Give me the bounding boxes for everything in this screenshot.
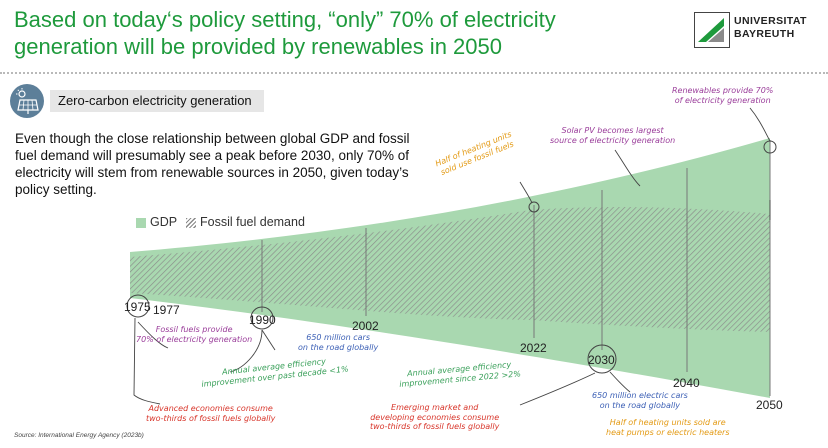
note-line: of electricity generation (674, 95, 771, 105)
note-line: 650 million cars (306, 333, 370, 342)
section-label-bar: Zero-carbon electricity generation (50, 90, 264, 112)
legend-gdp-label: GDP (150, 215, 178, 229)
note-emerging: Emerging market and developing economies… (370, 403, 499, 432)
logo-mark-icon (694, 12, 730, 48)
note-line: developing economies consume (370, 412, 500, 422)
note-line: on the road globally (599, 400, 681, 410)
note-fossil-70: Fossil fuels provide 70% of electricity … (136, 325, 252, 344)
legend-gdp-swatch (136, 218, 146, 228)
year-label-1990: 1990 (249, 313, 276, 327)
body-text: Even though the close relationship betwe… (15, 131, 410, 197)
page-title: Based on today‘s policy setting, “only” … (14, 7, 556, 59)
year-label-2030: 2030 (588, 353, 615, 367)
marker-1975 (126, 294, 150, 318)
year-label-2050: 2050 (756, 398, 783, 412)
fossil-band (130, 207, 770, 332)
note-line: 70% of electricity generation (136, 334, 253, 344)
note-ev-650m: 650 million electric cars on the road gl… (592, 391, 688, 410)
year-label-1975: 1975 (124, 300, 151, 314)
note-line: two-thirds of fossil fuels globally (146, 413, 276, 423)
marker-2030 (587, 344, 617, 374)
year-label-2002: 2002 (352, 319, 379, 333)
year-label-2022: 2022 (520, 341, 547, 355)
year-label-1977: 1977 (153, 303, 180, 317)
note-solar-pv: Solar PV becomes largest source of elect… (550, 126, 675, 145)
annotation-pointers (133, 107, 771, 406)
marker-2022-top (528, 201, 540, 213)
note-line: Half of heating units sold are (609, 418, 726, 427)
note-line: Advanced economies consume (148, 404, 273, 413)
note-line: Fossil fuels provide (155, 325, 233, 334)
logo-line-2: BAYREUTH (734, 28, 795, 40)
note-half-heating-hp: Half of heating units sold are heat pump… (606, 418, 730, 437)
note-line: Emerging market and (391, 403, 479, 412)
note-line: heat pumps or electric heaters (606, 427, 730, 437)
university-logo: UNIVERSITAT BAYREUTH (694, 12, 814, 48)
note-line: 650 million electric cars (592, 391, 688, 400)
note-renewables-70: Renewables provide 70% of electricity ge… (672, 86, 773, 105)
marker-1990 (250, 306, 274, 330)
legend-fossil-label: Fossil fuel demand (200, 215, 305, 229)
note-line: two-thirds of fossil fuels globally (370, 422, 500, 431)
note-line: Renewables provide 70% (672, 86, 774, 95)
year-label-2040: 2040 (673, 376, 700, 390)
note-adv-economies: Advanced economies consume two-thirds of… (146, 404, 275, 423)
solar-panel-icon (10, 84, 44, 118)
logo-text: UNIVERSITAT BAYREUTH (734, 15, 807, 41)
header-divider (0, 72, 828, 74)
section-label: Zero-carbon electricity generation (58, 93, 252, 108)
note-line: Solar PV becomes largest (561, 126, 664, 135)
note-line: on the road globally (298, 342, 379, 352)
note-cars-650m: 650 million cars on the road globally (298, 333, 378, 352)
source-citation: Source: International Energy Agency (202… (14, 432, 144, 439)
note-line: source of electricity generation (550, 135, 676, 145)
section-header: Zero-carbon electricity generation (10, 84, 270, 118)
logo-line-1: UNIVERSITAT (734, 15, 807, 27)
legend-fossil-swatch (186, 218, 196, 228)
